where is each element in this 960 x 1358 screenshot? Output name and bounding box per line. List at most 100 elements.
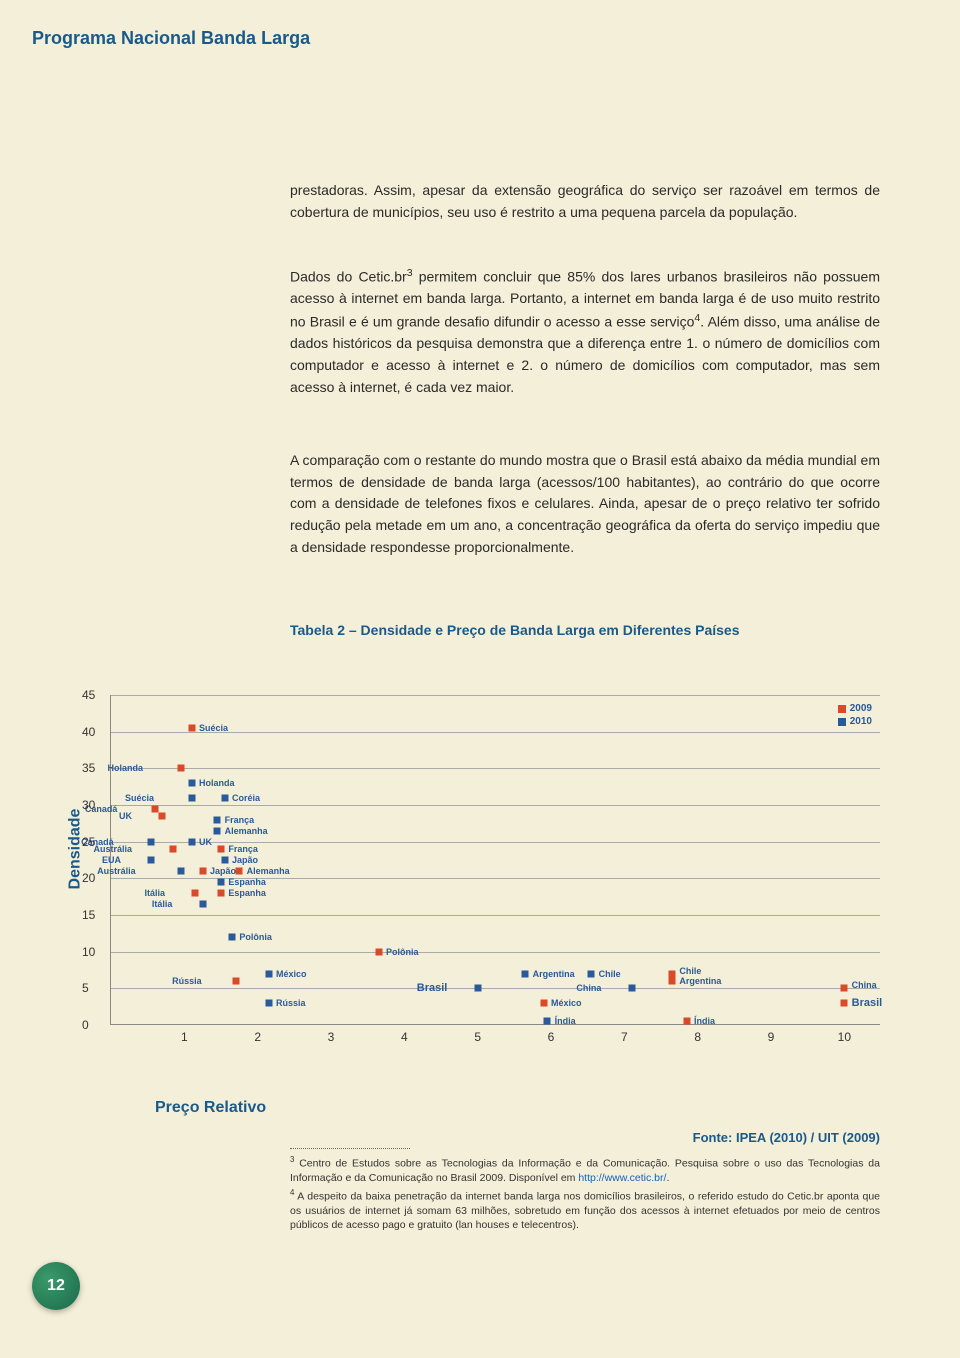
scatter-point bbox=[214, 816, 221, 823]
scatter-point bbox=[188, 794, 195, 801]
x-tick: 5 bbox=[474, 1030, 481, 1044]
scatter-point bbox=[221, 857, 228, 864]
page-number-badge: 12 bbox=[32, 1262, 80, 1310]
y-tick: 5 bbox=[82, 981, 89, 995]
point-label: UK bbox=[199, 837, 212, 847]
x-axis-label: Preço Relativo bbox=[155, 1099, 266, 1117]
gridline bbox=[111, 878, 880, 879]
y-tick: 10 bbox=[82, 945, 95, 959]
gridline bbox=[111, 695, 880, 696]
point-label: Suécia bbox=[199, 723, 228, 733]
scatter-point bbox=[265, 1000, 272, 1007]
point-label: Espanha bbox=[228, 888, 266, 898]
y-tick: 15 bbox=[82, 908, 95, 922]
x-tick: 1 bbox=[181, 1030, 188, 1044]
point-label: Brasil bbox=[417, 982, 448, 994]
plot-area: 20092010 12345678910SuéciaHolandaHolanda… bbox=[110, 695, 880, 1025]
point-label: Brasil bbox=[852, 997, 883, 1009]
point-label: Itália bbox=[144, 888, 165, 898]
scatter-point bbox=[544, 1018, 551, 1025]
point-label: México bbox=[551, 998, 582, 1008]
chart-source: Fonte: IPEA (2010) / UIT (2009) bbox=[693, 1130, 880, 1145]
gridline bbox=[111, 805, 880, 806]
scatter-point bbox=[199, 868, 206, 875]
y-tick: 30 bbox=[82, 798, 95, 812]
gridline bbox=[111, 988, 880, 989]
point-label: Rússia bbox=[172, 976, 202, 986]
point-label: Suécia bbox=[125, 793, 154, 803]
scatter-point bbox=[522, 970, 529, 977]
x-tick: 6 bbox=[548, 1030, 555, 1044]
x-tick: 9 bbox=[768, 1030, 775, 1044]
scatter-point bbox=[199, 901, 206, 908]
point-label: Chile bbox=[679, 966, 701, 976]
point-label: China bbox=[576, 983, 601, 993]
point-label: Argentina bbox=[533, 969, 575, 979]
scatter-point bbox=[192, 890, 199, 897]
y-tick: 20 bbox=[82, 871, 95, 885]
point-label: Coréia bbox=[232, 793, 260, 803]
paragraph-2: Dados do Cetic.br3 permitem concluir que… bbox=[290, 265, 880, 398]
scatter-point bbox=[177, 765, 184, 772]
fn3-link[interactable]: http://www.cetic.br/ bbox=[578, 1172, 666, 1184]
x-tick: 8 bbox=[694, 1030, 701, 1044]
scatter-point bbox=[177, 868, 184, 875]
scatter-point bbox=[265, 970, 272, 977]
point-label: EUA bbox=[102, 855, 121, 865]
gridline bbox=[111, 952, 880, 953]
y-tick: 35 bbox=[82, 761, 95, 775]
point-label: Polônia bbox=[239, 932, 272, 942]
point-label: Rússia bbox=[276, 998, 306, 1008]
scatter-point bbox=[218, 846, 225, 853]
scatter-point bbox=[229, 934, 236, 941]
fn4-text: A despeito da baixa penetração da intern… bbox=[290, 1191, 880, 1231]
scatter-point bbox=[159, 813, 166, 820]
scatter-point bbox=[841, 985, 848, 992]
point-label: Chile bbox=[599, 969, 621, 979]
chart-container: Densidade 20092010 12345678910SuéciaHola… bbox=[70, 695, 880, 1075]
paragraph-1: prestadoras. Assim, apesar da extensão g… bbox=[290, 180, 880, 223]
scatter-point bbox=[841, 1000, 848, 1007]
chart-legend: 2009 2010 bbox=[838, 703, 872, 729]
point-label: Austrália bbox=[93, 844, 132, 854]
point-label: Polônia bbox=[386, 947, 419, 957]
x-tick: 10 bbox=[838, 1030, 851, 1044]
scatter-point bbox=[218, 890, 225, 897]
point-label: Argentina bbox=[679, 976, 721, 986]
point-label: China bbox=[852, 980, 877, 990]
gridline bbox=[111, 915, 880, 916]
scatter-point bbox=[669, 970, 676, 977]
point-label: Itália bbox=[152, 899, 173, 909]
page-header-title: Programa Nacional Banda Larga bbox=[32, 28, 310, 49]
x-tick: 7 bbox=[621, 1030, 628, 1044]
paragraph-3: A comparação com o restante do mundo mos… bbox=[290, 450, 880, 558]
legend-item: 2010 bbox=[838, 716, 872, 727]
point-label: México bbox=[276, 969, 307, 979]
point-label: Alemanha bbox=[247, 866, 290, 876]
y-tick: 0 bbox=[82, 1018, 89, 1032]
scatter-point bbox=[188, 780, 195, 787]
footnote-rule bbox=[290, 1148, 410, 1149]
scatter-point bbox=[628, 985, 635, 992]
point-label: França bbox=[225, 815, 255, 825]
scatter-point bbox=[474, 985, 481, 992]
scatter-point bbox=[218, 879, 225, 886]
scatter-point bbox=[214, 827, 221, 834]
x-tick: 2 bbox=[254, 1030, 261, 1044]
scatter-point bbox=[188, 838, 195, 845]
gridline bbox=[111, 768, 880, 769]
y-tick: 40 bbox=[82, 725, 95, 739]
scatter-point bbox=[148, 857, 155, 864]
scatter-point bbox=[232, 978, 239, 985]
footnote-4: 4 A despeito da baixa penetração da inte… bbox=[290, 1188, 880, 1232]
point-label: Holanda bbox=[199, 778, 235, 788]
point-label: Austrália bbox=[97, 866, 136, 876]
point-label: UK bbox=[119, 811, 132, 821]
scatter-point bbox=[375, 948, 382, 955]
scatter-point bbox=[588, 970, 595, 977]
scatter-point bbox=[148, 838, 155, 845]
chart-title: Tabela 2 – Densidade e Preço de Banda La… bbox=[290, 622, 740, 638]
scatter-point bbox=[540, 1000, 547, 1007]
scatter-point bbox=[683, 1018, 690, 1025]
legend-item: 2009 bbox=[838, 703, 872, 714]
